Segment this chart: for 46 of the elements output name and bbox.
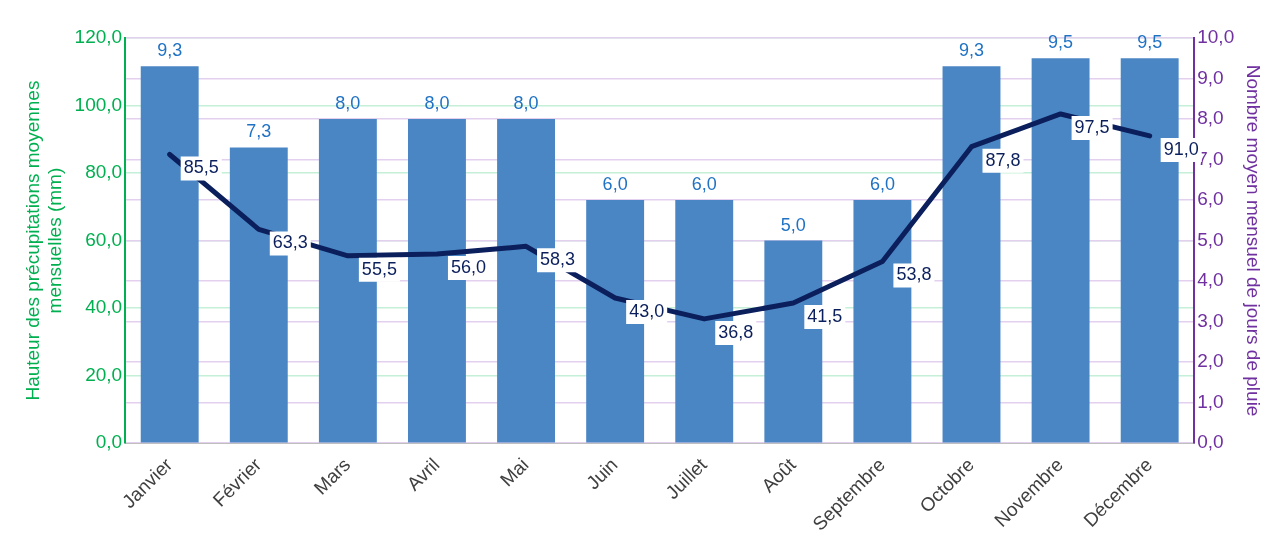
data-label: 56,0 bbox=[450, 257, 487, 278]
y2-tick-label: 6,0 bbox=[1197, 188, 1224, 210]
y2-tick-label: 10,0 bbox=[1197, 26, 1235, 48]
data-label: 58,3 bbox=[540, 249, 576, 270]
y-tick-label: 100,0 bbox=[74, 93, 123, 115]
data-label: 87,8 bbox=[985, 149, 1021, 170]
y2-tick-label: 3,0 bbox=[1197, 309, 1224, 331]
y-tick-label: 20,0 bbox=[85, 363, 123, 385]
data-label: 91,0 bbox=[1163, 138, 1199, 159]
y2-tick-label: 8,0 bbox=[1197, 107, 1224, 129]
data-label: 43,0 bbox=[629, 300, 665, 321]
data-label: 9,5 bbox=[1048, 32, 1074, 53]
data-label: 9,3 bbox=[958, 40, 985, 61]
y-axis-title: Hauteur des précupitations moyennes mensuelles (mm) bbox=[21, 80, 66, 401]
data-label: 63,3 bbox=[272, 232, 308, 253]
y-tick-label: 80,0 bbox=[85, 161, 123, 183]
data-label: 9,5 bbox=[1137, 32, 1163, 53]
y2-tick-label: 5,0 bbox=[1197, 228, 1224, 250]
y-tick-label: 120,0 bbox=[74, 26, 123, 48]
data-label: 55,5 bbox=[361, 258, 397, 279]
data-label: 5,0 bbox=[780, 214, 806, 235]
data-label: 6,0 bbox=[869, 174, 895, 195]
data-label: 53,8 bbox=[896, 264, 932, 285]
y2-axis-title: Nombre moyen mensuel de jours de pluie bbox=[1243, 64, 1265, 417]
y2-tick-label: 9,0 bbox=[1197, 66, 1224, 88]
y2-tick-label: 2,0 bbox=[1197, 350, 1224, 372]
data-label: 85,5 bbox=[183, 157, 219, 178]
data-label: 6,0 bbox=[691, 174, 717, 195]
y-tick-label: 0,0 bbox=[95, 431, 123, 453]
y-tick-label: 60,0 bbox=[85, 228, 123, 250]
data-label: 9,3 bbox=[157, 40, 183, 61]
data-label: 41,5 bbox=[807, 306, 843, 327]
data-label: 8,0 bbox=[424, 93, 450, 113]
y-tick-label: 40,0 bbox=[85, 296, 123, 318]
y2-tick-label: 1,0 bbox=[1197, 390, 1224, 412]
data-label: 6,0 bbox=[602, 174, 628, 195]
y2-tick-label: 0,0 bbox=[1197, 431, 1224, 453]
x-tick-label: Juin bbox=[582, 453, 622, 494]
data-label: 36,8 bbox=[718, 321, 754, 342]
data-label: 7,3 bbox=[246, 121, 272, 142]
y2-tick-label: 4,0 bbox=[1197, 269, 1224, 291]
data-label: 97,5 bbox=[1074, 116, 1110, 137]
y2-tick-label: 7,0 bbox=[1197, 147, 1224, 169]
data-label: 8,0 bbox=[335, 93, 361, 113]
data-label: 8,0 bbox=[513, 93, 539, 113]
x-tick-label: Mai bbox=[496, 453, 533, 491]
